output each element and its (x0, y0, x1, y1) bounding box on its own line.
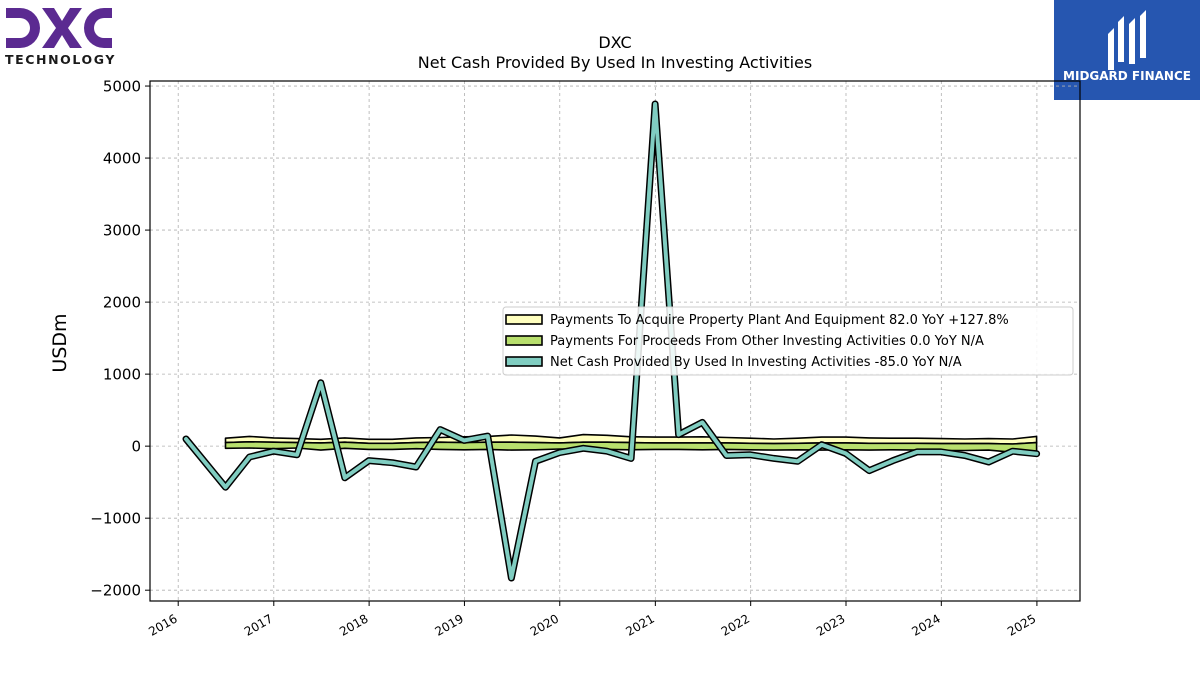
y-tick-label: 5000 (103, 78, 141, 96)
legend-label: Net Cash Provided By Used In Investing A… (550, 355, 962, 370)
x-tick-label: 2023 (814, 611, 847, 638)
line-series-2 (184, 102, 1039, 580)
x-tick-label: 2016 (146, 611, 179, 638)
y-tick-label: 0 (131, 438, 141, 456)
y-tick-label: −2000 (90, 582, 141, 600)
legend-label: Payments To Acquire Property Plant And E… (550, 313, 1009, 328)
y-tick-label: 3000 (103, 222, 141, 240)
y-tick-label: 1000 (103, 366, 141, 384)
legend: Payments To Acquire Property Plant And E… (502, 306, 1074, 376)
midgard-logo-text: MIDGARD FINANCE (1063, 69, 1191, 83)
plot-frame (149, 80, 1081, 602)
x-tick-label: 2019 (432, 611, 465, 638)
y-axis-label: USDm (49, 313, 71, 372)
legend-swatch (505, 356, 543, 367)
dxc-logo (6, 8, 112, 48)
chart-subtitle: Net Cash Provided By Used In Investing A… (418, 53, 812, 72)
x-tick-label: 2021 (623, 611, 656, 638)
dxc-logo-text: TECHNOLOGY (5, 52, 116, 67)
x-tick-label: 2025 (1005, 611, 1038, 638)
x-tick-label: 2024 (909, 611, 942, 638)
y-tick-label: 4000 (103, 150, 141, 168)
legend-swatch (505, 314, 543, 325)
chart-title: DXC (598, 33, 631, 52)
x-tick-label: 2018 (337, 611, 370, 638)
y-tick-label: 2000 (103, 294, 141, 312)
x-tick-label: 2022 (719, 611, 752, 638)
midgard-emblem-icon (1108, 10, 1146, 70)
legend-label: Payments For Proceeds From Other Investi… (550, 334, 984, 349)
legend-swatch (505, 335, 543, 346)
x-tick-label: 2020 (528, 611, 561, 638)
legend-box (502, 306, 1074, 376)
x-tick-label: 2017 (242, 611, 275, 638)
midgard-finance-logo: MIDGARD FINANCE (1054, 0, 1200, 100)
y-tick-label: −1000 (90, 510, 141, 528)
plot-area (182, 100, 1041, 582)
